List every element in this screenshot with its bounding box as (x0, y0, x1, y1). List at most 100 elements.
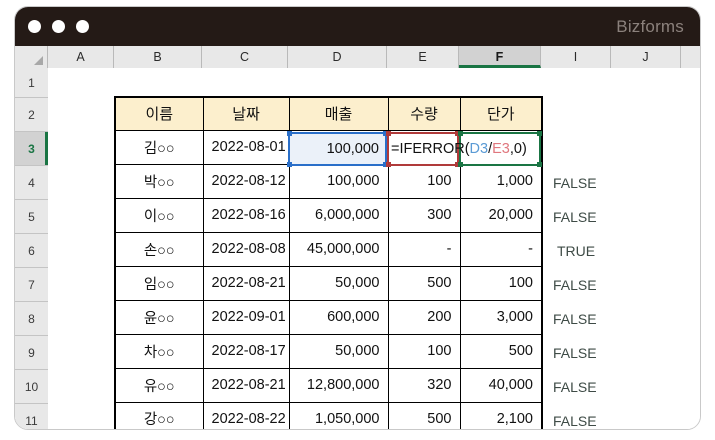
cell-i7-boolean[interactable]: FALSE (553, 277, 597, 293)
row-header-1[interactable]: 1 (15, 68, 48, 98)
column-header-i[interactable]: I (541, 46, 611, 68)
window-controls (28, 20, 89, 33)
formula-prefix: =IFERROR( (391, 141, 470, 157)
table-row[interactable]: 박○○ 2022-08-12 100,000 100 1,000 (114, 163, 543, 199)
cell-date[interactable]: 2022-08-16 (202, 197, 290, 233)
cell-d3-value: 100,000 (326, 141, 379, 157)
cell-sales[interactable]: 45,000,000 (288, 231, 389, 267)
cell-sales[interactable]: 100,000 (288, 163, 389, 199)
row-header-5[interactable]: 5 (15, 200, 48, 234)
window-title-bar: Bizforms (15, 7, 700, 46)
table-header-price: 단가 (459, 96, 543, 131)
cell-i6-boolean[interactable]: TRUE (557, 243, 596, 259)
row-header-11[interactable]: 11 (15, 404, 48, 429)
row-header-8[interactable]: 8 (15, 302, 48, 336)
cell-qty[interactable]: 100 (387, 163, 461, 199)
formula-ref-e3: E3 (492, 141, 510, 157)
table-row[interactable]: 유○○ 2022-08-21 12,800,000 320 40,000 (114, 367, 543, 403)
table-header-name: 이름 (114, 96, 204, 131)
cell-sales[interactable]: 12,800,000 (288, 367, 389, 403)
column-header-c[interactable]: C (202, 46, 288, 68)
row-header-3[interactable]: 3 (15, 132, 48, 166)
table-row[interactable]: 이○○ 2022-08-16 6,000,000 300 20,000 (114, 197, 543, 233)
formula-input-text[interactable]: =IFERROR(D3/E3,0) (391, 132, 527, 166)
cell-date[interactable]: 2022-08-17 (202, 333, 290, 369)
grid-body: 1 2 3 4 5 6 7 8 9 10 11 이름 날짜 매출 수량 단가 김… (15, 68, 700, 429)
column-header-d[interactable]: D (288, 46, 387, 68)
cell-name[interactable]: 임○○ (114, 265, 204, 301)
column-header-e[interactable]: E (387, 46, 459, 68)
row-header-9[interactable]: 9 (15, 336, 48, 370)
cell-date[interactable]: 2022-08-21 (202, 265, 290, 301)
formula-ref-d3: D3 (469, 141, 489, 157)
select-all-triangle-icon[interactable] (15, 46, 48, 68)
cell-name[interactable]: 유○○ (114, 367, 204, 403)
cell-price[interactable]: 100 (459, 265, 543, 301)
column-header-b[interactable]: B (114, 46, 202, 68)
column-header-f[interactable]: F (459, 46, 541, 68)
cell-date[interactable]: 2022-08-01 (202, 129, 290, 165)
table-row[interactable]: 손○○ 2022-08-08 45,000,000 - - (114, 231, 543, 267)
table-header-row: 이름 날짜 매출 수량 단가 (114, 96, 543, 131)
cell-qty[interactable]: 500 (387, 401, 461, 429)
cell-name[interactable]: 차○○ (114, 333, 204, 369)
cell-name[interactable]: 강○○ (114, 401, 204, 429)
row-header-2[interactable]: 2 (15, 98, 48, 132)
table-row[interactable]: 차○○ 2022-08-17 50,000 100 500 (114, 333, 543, 369)
cell-date[interactable]: 2022-09-01 (202, 299, 290, 335)
cell-price[interactable]: 20,000 (459, 197, 543, 233)
row-header-4[interactable]: 4 (15, 166, 48, 200)
cell-i9-boolean[interactable]: FALSE (553, 345, 597, 361)
cell-price[interactable] (459, 129, 543, 165)
spreadsheet-window: Bizforms A B C D E F I J 1 2 3 4 5 6 7 8… (14, 6, 701, 430)
cell-sales[interactable]: 6,000,000 (288, 197, 389, 233)
cell-qty[interactable]: 500 (387, 265, 461, 301)
cell-price[interactable]: 2,100 (459, 401, 543, 429)
cell-price[interactable]: - (459, 231, 543, 267)
cell-sales[interactable]: 600,000 (288, 299, 389, 335)
column-header-a[interactable]: A (48, 46, 114, 68)
cell-price[interactable]: 1,000 (459, 163, 543, 199)
cell-qty[interactable]: 200 (387, 299, 461, 335)
close-window-dot[interactable] (28, 20, 41, 33)
cell-date[interactable]: 2022-08-21 (202, 367, 290, 403)
cell-qty[interactable]: - (387, 231, 461, 267)
row-header-6[interactable]: 6 (15, 234, 48, 268)
cell-date[interactable]: 2022-08-22 (202, 401, 290, 429)
cell-i10-boolean[interactable]: FALSE (553, 379, 597, 395)
cell-qty[interactable]: 300 (387, 197, 461, 233)
table-header-sales: 매출 (288, 96, 389, 131)
table-row[interactable]: 강○○ 2022-08-22 1,050,000 500 2,100 (114, 401, 543, 429)
cell-price[interactable]: 3,000 (459, 299, 543, 335)
table-header-qty: 수량 (387, 96, 461, 131)
cell-qty[interactable] (387, 129, 461, 165)
cell-name[interactable]: 이○○ (114, 197, 204, 233)
cell-i4-boolean[interactable]: FALSE (553, 175, 597, 191)
table-row[interactable]: 임○○ 2022-08-21 50,000 500 100 (114, 265, 543, 301)
column-header-overflow[interactable] (681, 46, 700, 68)
cell-price[interactable]: 500 (459, 333, 543, 369)
cell-i5-boolean[interactable]: FALSE (553, 209, 597, 225)
cell-date[interactable]: 2022-08-08 (202, 231, 290, 267)
column-header-row: A B C D E F I J (15, 46, 700, 68)
formula-suffix: ,0) (509, 141, 527, 157)
row-header-10[interactable]: 10 (15, 370, 48, 404)
minimize-window-dot[interactable] (52, 20, 65, 33)
cell-sales[interactable]: 1,050,000 (288, 401, 389, 429)
column-header-j[interactable]: J (611, 46, 681, 68)
cell-sales[interactable]: 50,000 (288, 333, 389, 369)
cell-price[interactable]: 40,000 (459, 367, 543, 403)
cell-name[interactable]: 박○○ (114, 163, 204, 199)
cell-name[interactable]: 손○○ (114, 231, 204, 267)
table-row[interactable]: 윤○○ 2022-09-01 600,000 200 3,000 (114, 299, 543, 335)
cell-i8-boolean[interactable]: FALSE (553, 311, 597, 327)
cell-name[interactable]: 김○○ (114, 129, 204, 165)
cell-qty[interactable]: 100 (387, 333, 461, 369)
cell-i11-boolean[interactable]: FALSE (553, 413, 597, 429)
maximize-window-dot[interactable] (76, 20, 89, 33)
cell-qty[interactable]: 320 (387, 367, 461, 403)
row-header-7[interactable]: 7 (15, 268, 48, 302)
cell-date[interactable]: 2022-08-12 (202, 163, 290, 199)
cell-sales[interactable]: 50,000 (288, 265, 389, 301)
cell-name[interactable]: 윤○○ (114, 299, 204, 335)
